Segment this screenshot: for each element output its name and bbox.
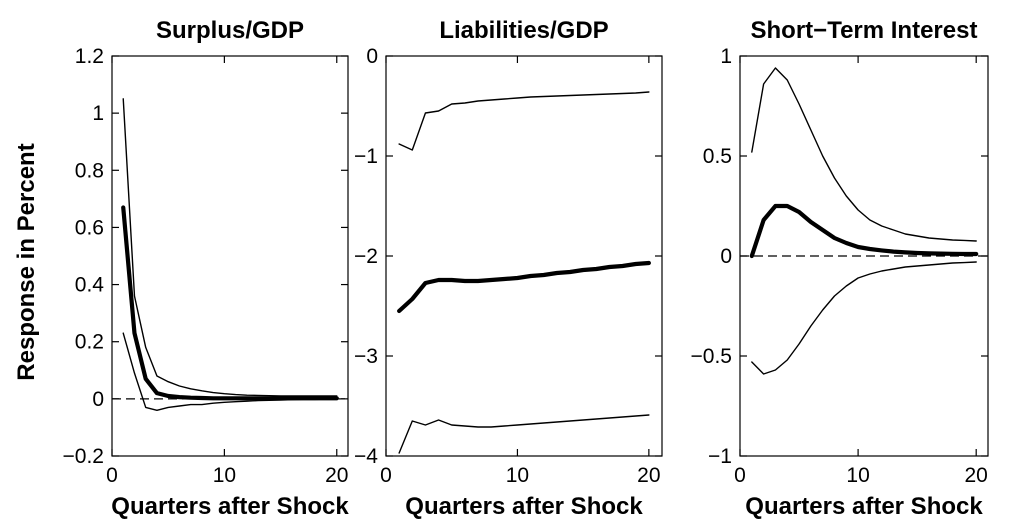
panel-1: −0.200.20.40.60.811.20 10 20Surplus/GDPQua…	[63, 17, 350, 520]
x-axis-label: Quarters after Shock	[405, 493, 643, 520]
x-tick-label: 20	[965, 464, 988, 487]
x-tick-label: 20	[637, 464, 660, 487]
y-tick-label: −0.2	[63, 445, 104, 468]
y-tick-label: −3	[354, 345, 378, 368]
panel-2: −4 −3 −2 −1 0 0 10 20 Liabilities/GDP Quarters af…	[354, 17, 663, 520]
y-tick-label: −4	[354, 445, 378, 468]
x-tick-label: 10	[213, 464, 236, 487]
y-tick-label: 0.6	[75, 216, 104, 239]
x-tick-label: 0	[106, 464, 118, 487]
plot-frame	[385, 55, 663, 457]
series-lower-line	[122, 332, 338, 411]
y-tick-label: 1	[720, 45, 732, 68]
y-tick-label: −0.5	[691, 345, 732, 368]
y-tick-label: 0.8	[75, 159, 104, 182]
y-tick-label: −1	[708, 445, 732, 468]
y-tick-label: 0	[92, 388, 104, 411]
series-lower-line	[751, 261, 977, 375]
x-tick-label: 10	[846, 464, 869, 487]
series-lower-line	[398, 414, 650, 454]
x-tick-label: 20	[325, 464, 348, 487]
y-tick-label: −2	[354, 245, 378, 268]
chart-title: Surplus/GDP	[156, 17, 304, 44]
chart-title: Liabilities/GDP	[439, 17, 608, 44]
x-axis-label: Quarters after Shock	[111, 493, 349, 520]
x-tick-label: 10	[506, 464, 529, 487]
series-median-line	[397, 260, 651, 314]
chart-title: Short−Term Interest	[751, 17, 978, 44]
series-median-line	[121, 205, 339, 401]
plot-frame	[111, 55, 349, 457]
y-tick-label: −1	[354, 145, 378, 168]
x-tick-label: 0	[380, 464, 392, 487]
y-tick-label: 0	[720, 245, 732, 268]
series-upper-line	[398, 91, 650, 151]
y-tick-label: 0	[366, 45, 378, 68]
y-tick-label: 1	[92, 102, 104, 125]
y-tick-label: 1.2	[75, 45, 104, 68]
series-median-line	[749, 203, 979, 259]
y-tick-label: 0.4	[75, 274, 105, 297]
figure-y-axis-label: Response in Percent	[13, 143, 40, 380]
y-tick-label: 0.5	[703, 145, 732, 168]
y-tick-label: 0.2	[75, 331, 104, 354]
x-tick-label: 0	[734, 464, 746, 487]
series-upper-line	[751, 67, 977, 242]
x-axis-label: Quarters after Shock	[745, 493, 983, 520]
series-upper-line	[122, 98, 338, 397]
